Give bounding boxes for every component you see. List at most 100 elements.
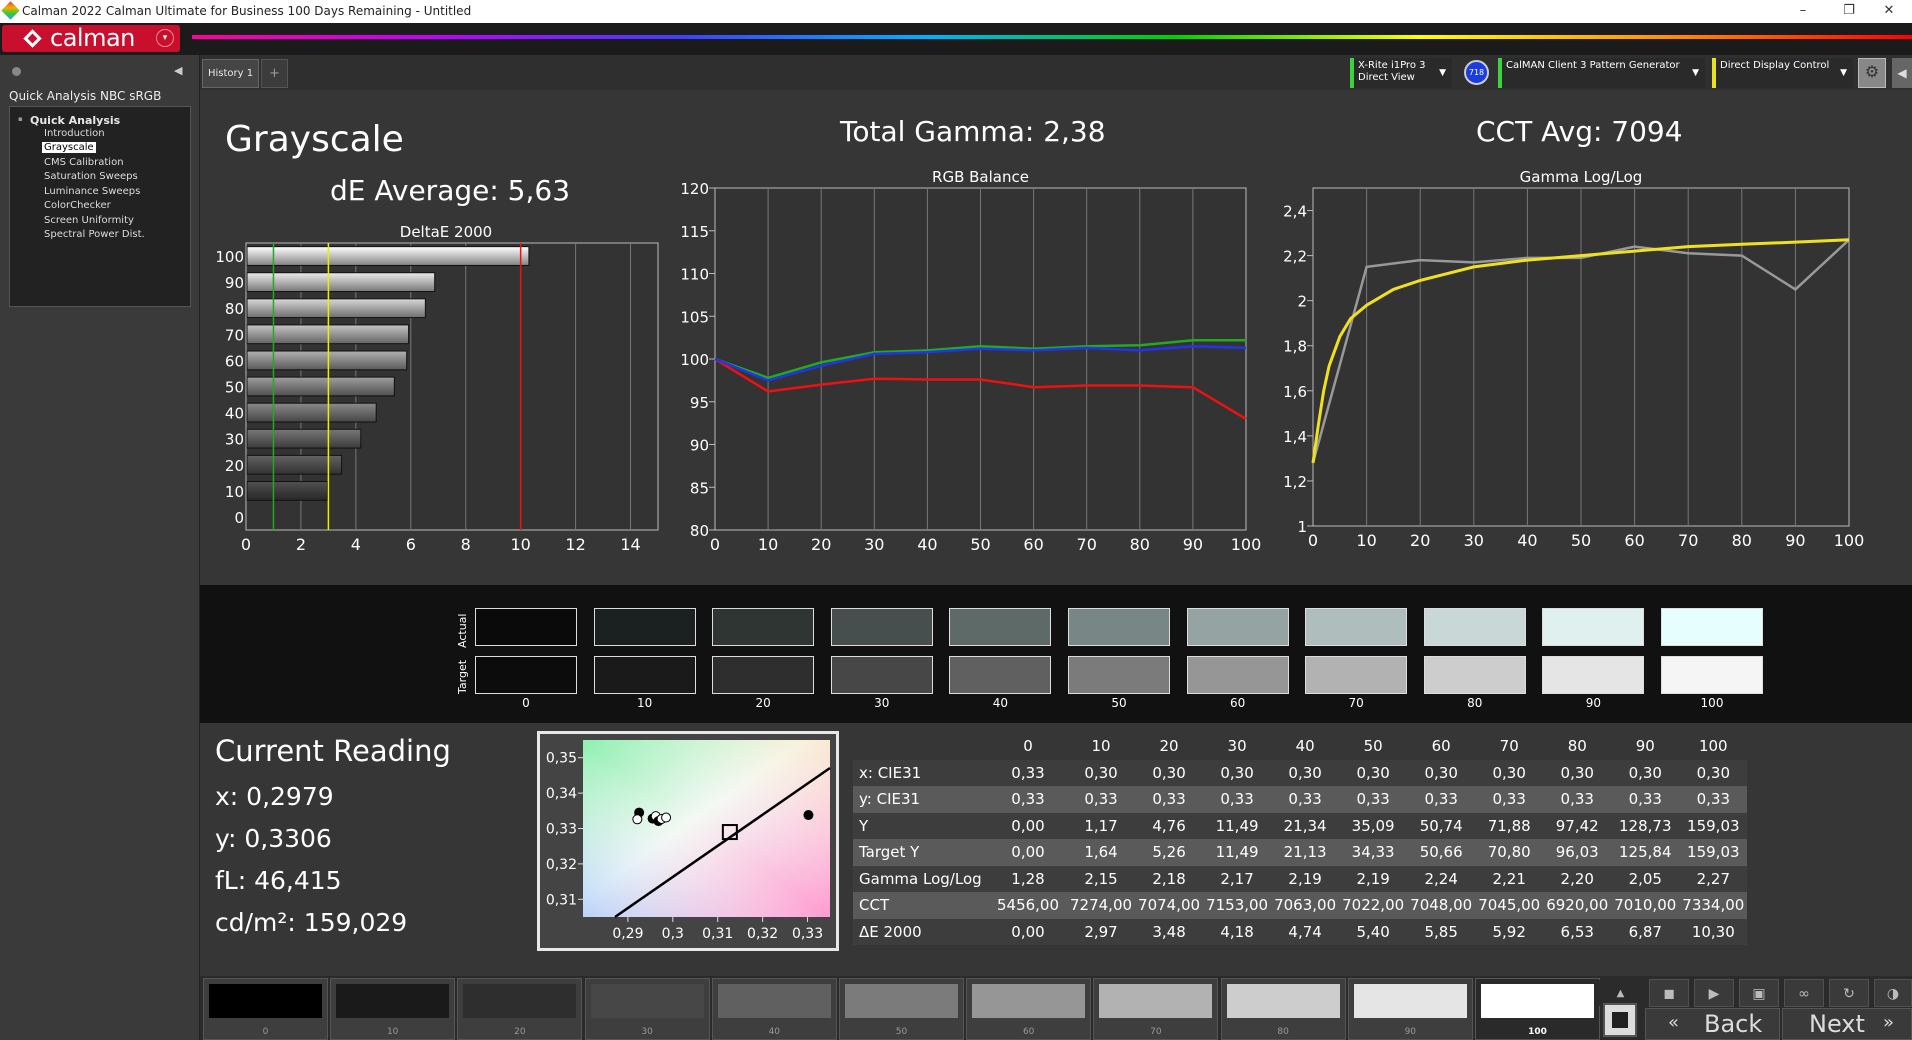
loop-icon[interactable]: ∞: [1784, 979, 1824, 1007]
swatch-level-label: 50: [1111, 696, 1127, 710]
patch-button-30[interactable]: 30: [584, 978, 710, 1040]
rgb-balance-chart-series-line: [714, 344, 1247, 382]
gear-icon[interactable]: ⚙: [1858, 58, 1886, 88]
sidebar-item-saturation-sweeps[interactable]: Saturation Sweeps: [44, 171, 138, 182]
refresh-icon[interactable]: ↻: [1829, 979, 1869, 1007]
sidebar-item-cms-calibration[interactable]: CMS Calibration: [44, 157, 124, 168]
patch-label: 60: [1022, 1027, 1035, 1037]
deltae-chart-title: DeltaE 2000: [400, 223, 492, 241]
chevron-down-icon[interactable]: ▾: [156, 29, 174, 47]
patch-button-0[interactable]: 0: [203, 978, 328, 1040]
table-cell: 21,34: [1271, 812, 1340, 839]
meter-selector[interactable]: X-Rite i1Pro 3 Direct View ▼: [1350, 58, 1452, 88]
actual-swatch: [1661, 608, 1763, 646]
title-bar: Calman 2022 Calman Ultimate for Business…: [0, 0, 1912, 23]
play-icon[interactable]: ▶: [1694, 979, 1734, 1007]
deltae-bar: [246, 480, 329, 501]
actual-swatch: [1542, 608, 1645, 646]
sidebar-item-grayscale[interactable]: Grayscale: [42, 142, 96, 153]
table-cell: 6,87: [1611, 918, 1680, 945]
up-arrow-icon[interactable]: ▲: [1599, 980, 1642, 1006]
rgb-balance-chart-y-tick: 100: [680, 351, 709, 369]
reading-x: x: 0,2979: [215, 782, 334, 811]
next-label: Next: [1809, 1010, 1865, 1038]
cie-y-tick: 0,34: [546, 786, 577, 802]
deltae-bar: [246, 272, 436, 293]
deltae-bar: [246, 246, 530, 266]
minimize-button[interactable]: –: [1799, 3, 1807, 18]
close-button[interactable]: ✕: [1883, 3, 1895, 18]
section-title: Grayscale: [225, 119, 404, 160]
deltae-x-tick: 8: [461, 535, 471, 554]
tab-history-1[interactable]: History 1: [202, 59, 259, 88]
brand-bar: [0, 23, 1912, 55]
patch-label: 90: [1404, 1027, 1417, 1037]
table-row-label: Gamma Log/Log: [853, 865, 989, 892]
stop-sequence-button[interactable]: [1603, 1003, 1637, 1037]
meter-id-badge[interactable]: 718: [1464, 60, 1489, 85]
rgb-balance-chart: RGB Balance 0 10 20 30 40 50 60 70 80 90 100 80 85 90 9…: [680, 168, 1261, 554]
sidebar-item-luminance-sweeps[interactable]: Luminance Sweeps: [44, 186, 141, 197]
patch-button-90[interactable]: 90: [1347, 978, 1473, 1040]
collapse-sidebar-icon[interactable]: ◀: [174, 64, 183, 77]
more-icon[interactable]: ◑: [1874, 979, 1912, 1007]
table-cell: 1,28: [989, 865, 1067, 892]
chevron-right-icon: »: [1883, 1012, 1895, 1033]
display-control-selector[interactable]: Direct Display Control ▼: [1712, 58, 1853, 88]
rgb-balance-chart-x-tick: 20: [811, 535, 831, 554]
chevron-left-icon: «: [1668, 1012, 1680, 1033]
table-cell: 21,13: [1271, 839, 1340, 866]
table-column-header: 70: [1499, 737, 1519, 756]
patch-button-40[interactable]: 40: [711, 978, 837, 1040]
cie-x-tick: 0,32: [747, 926, 778, 942]
gamma-chart-x-tick: 70: [1678, 531, 1698, 550]
table-row-label: Y: [853, 812, 989, 839]
table-cell: 2,18: [1135, 865, 1204, 892]
rgb-balance-chart-y-tick: 105: [680, 308, 709, 326]
patch-button-70[interactable]: 70: [1093, 978, 1219, 1040]
actual-swatch: [949, 608, 1052, 646]
save-icon[interactable]: ▣: [1739, 979, 1779, 1007]
pin-icon[interactable]: [12, 67, 21, 76]
tree-expander-icon[interactable]: ▪: [18, 115, 23, 123]
swatch-level-label: 70: [1348, 696, 1364, 710]
table-cell: 0,30: [1611, 759, 1680, 786]
patch-button-50[interactable]: 50: [839, 978, 964, 1040]
patch-button-10[interactable]: 10: [330, 978, 456, 1040]
table-cell: 50,74: [1407, 812, 1476, 839]
chevron-left-icon[interactable]: ◀: [1892, 58, 1912, 88]
table-cell: 128,73: [1611, 812, 1680, 839]
stop-icon[interactable]: ◼: [1649, 979, 1689, 1007]
calman-logo-menu[interactable]: calman ▾: [2, 24, 180, 52]
patch-button-100[interactable]: 100: [1475, 978, 1600, 1040]
add-tab-button[interactable]: +: [261, 59, 288, 88]
sidebar-item-spectral-power[interactable]: Spectral Power Dist.: [44, 229, 145, 240]
next-button[interactable]: Next »: [1782, 1008, 1912, 1040]
back-button[interactable]: « Back: [1645, 1008, 1780, 1040]
table-cell: 0,30: [1475, 759, 1544, 786]
pattern-generator-selector[interactable]: CalMAN Client 3 Pattern Generator ▼: [1498, 58, 1705, 88]
table-cell: 35,09: [1339, 812, 1408, 839]
patch-button-20[interactable]: 20: [457, 978, 583, 1040]
actual-swatch: [712, 608, 815, 646]
table-cell: 1,64: [1067, 839, 1136, 866]
maximize-button[interactable]: ❐: [1843, 3, 1855, 18]
tree-group-quick-analysis[interactable]: Quick Analysis: [30, 114, 121, 127]
table-cell: 7153,00: [1203, 892, 1272, 919]
sidebar-item-introduction[interactable]: Introduction: [44, 128, 105, 139]
table-row-label: ΔE 2000: [853, 918, 989, 945]
cie-chart-svg: 0,29 0,3 0,31 0,32 0,33 0,31 0,32 0,33 0,34 0,35: [546, 740, 831, 942]
patch-button-80[interactable]: 80: [1220, 978, 1346, 1040]
deltae-x-tick: 0: [241, 535, 251, 554]
gamma-chart-y-tick: 1,8: [1283, 338, 1307, 356]
patch-button-60[interactable]: 60: [966, 978, 1092, 1040]
actual-swatch: [1186, 608, 1289, 646]
sidebar-item-colorchecker[interactable]: ColorChecker: [44, 200, 111, 211]
sidebar-item-screen-uniformity[interactable]: Screen Uniformity: [44, 215, 134, 226]
table-column-header: 60: [1431, 737, 1451, 756]
table-cell: 0,33: [1135, 786, 1204, 813]
deltae-category-label: 60: [225, 352, 244, 370]
total-gamma: Total Gamma: 2,38: [840, 115, 1106, 148]
target-swatch: [1186, 656, 1289, 694]
